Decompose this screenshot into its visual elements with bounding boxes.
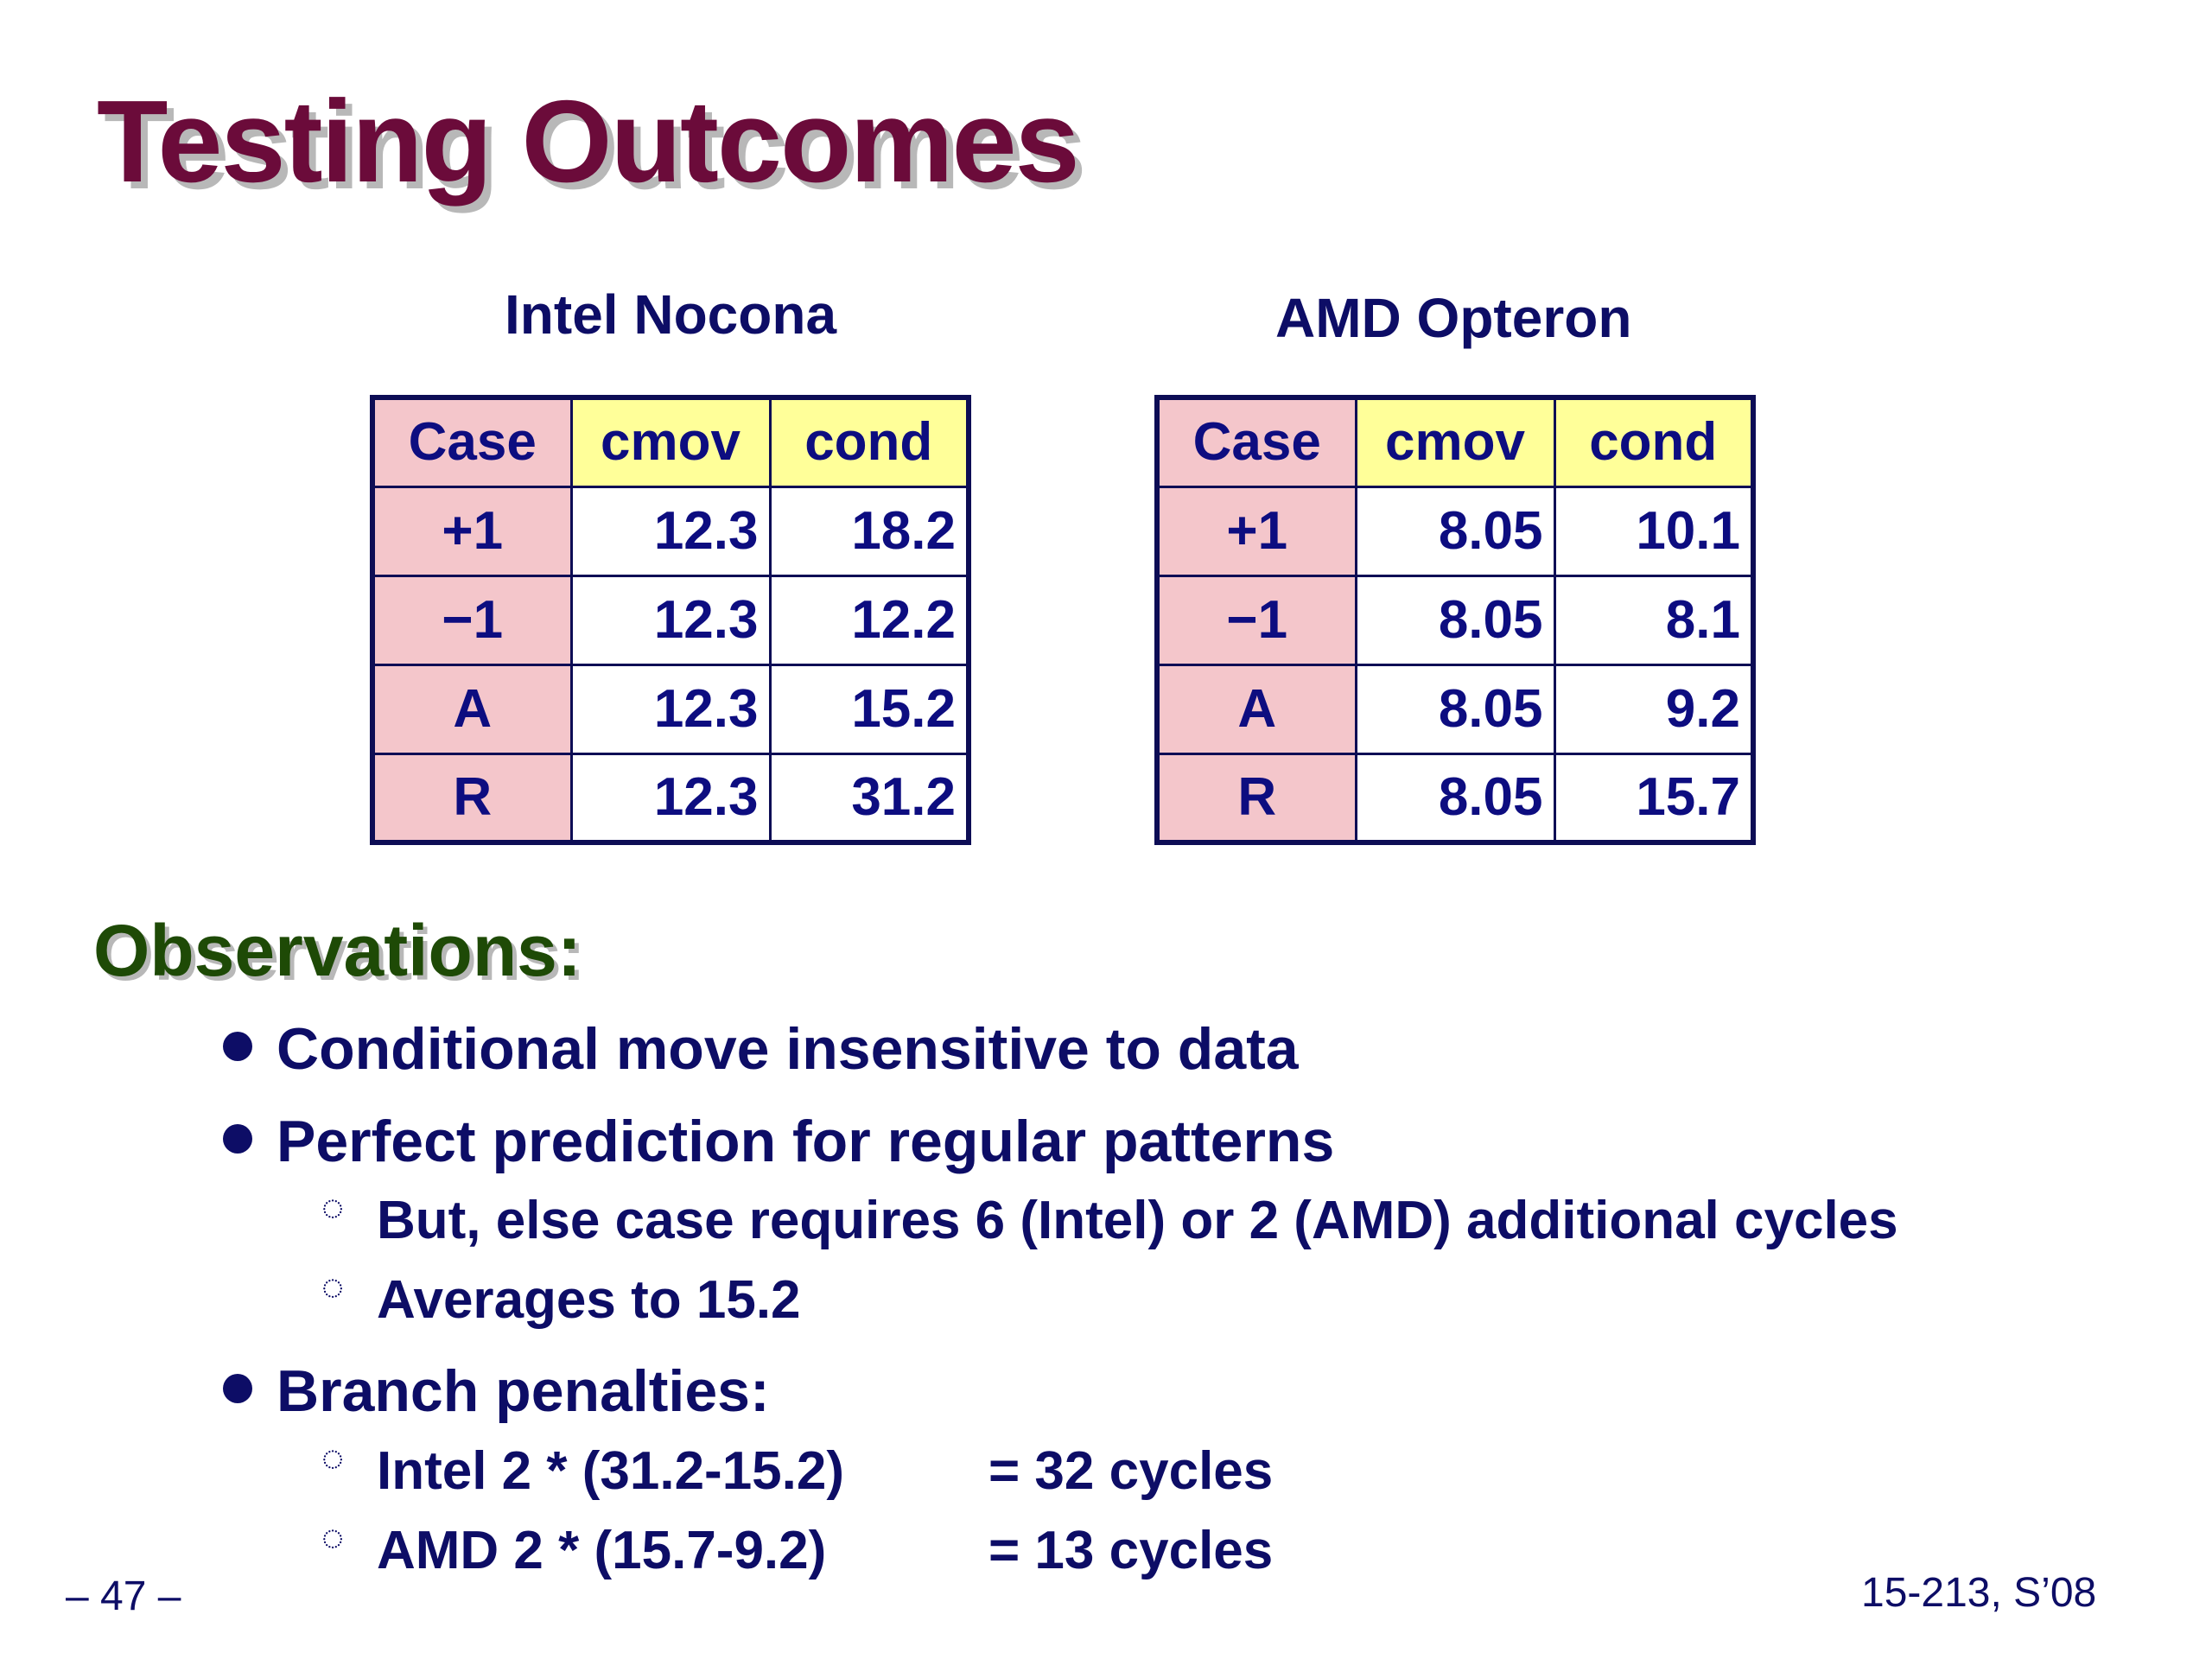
penalty-result: = 13 cycles — [988, 1521, 1274, 1580]
column-header-case: Case — [371, 396, 573, 488]
table-caption-amd: AMD Opteron — [1275, 287, 1632, 349]
bullet-text: Perfect prediction for regular patterns — [276, 1109, 1335, 1174]
cmov-cell: 8.05 — [1354, 663, 1556, 755]
table-caption-intel: Intel Nocona — [505, 283, 837, 346]
case-cell: +1 — [371, 485, 573, 577]
table-row: −1 8.05 8.1 — [1155, 574, 1755, 666]
cmov-cell: 8.05 — [1354, 574, 1556, 666]
cond-cell: 10.1 — [1553, 485, 1755, 577]
column-header-case: Case — [1155, 396, 1357, 488]
case-cell: R — [1155, 752, 1357, 844]
table-row: +1 12.3 18.2 — [371, 485, 970, 577]
bullet-item: Conditional move insensitive to data — [223, 1020, 1299, 1078]
case-cell: A — [371, 663, 573, 755]
penalty-result: = 32 cycles — [988, 1441, 1274, 1501]
column-header-cmov: cmov — [569, 396, 772, 488]
table-row: A 12.3 15.2 — [371, 663, 970, 755]
case-cell: R — [371, 752, 573, 844]
table-header-row: Case cmov cond — [371, 396, 970, 488]
course-label: 15-213, S’08 — [1861, 1570, 2097, 1616]
cmov-cell: 12.3 — [569, 485, 772, 577]
bullet-item: Perfect prediction for regular patterns — [223, 1112, 1334, 1171]
sub-bullet-item: ◌ But, else case requires 6 (Intel) or 2 … — [321, 1189, 1898, 1250]
cmov-cell: 12.3 — [569, 752, 772, 844]
sub-bullet-text: Averages to 15.2 — [377, 1270, 801, 1330]
bullet-item: Branch penalties: — [223, 1362, 770, 1421]
case-cell: −1 — [1155, 574, 1357, 666]
cond-cell: 18.2 — [768, 485, 970, 577]
cond-cell: 8.1 — [1553, 574, 1755, 666]
results-table-amd: Case cmov cond +1 8.05 10.1 −1 8.05 8.1 … — [1154, 395, 1756, 845]
open-circle-icon: ◌ — [321, 1516, 345, 1559]
bullet-text: Branch penalties: — [276, 1358, 770, 1424]
table-row: R 12.3 31.2 — [371, 752, 970, 844]
cond-cell: 15.7 — [1553, 752, 1755, 844]
column-header-cond: cond — [768, 396, 970, 488]
table-row: A 8.05 9.2 — [1155, 663, 1755, 755]
sub-bullet-item: ◌ Averages to 15.2 — [321, 1268, 801, 1327]
table-row: +1 8.05 10.1 — [1155, 485, 1755, 577]
table-row: −1 12.3 12.2 — [371, 574, 970, 666]
sub-bullet-item: ◌ AMD 2 * (15.7-9.2) = 13 cycles — [321, 1519, 1273, 1580]
cmov-cell: 8.05 — [1354, 752, 1556, 844]
table-row: R 8.05 15.7 — [1155, 752, 1755, 844]
open-circle-icon: ◌ — [321, 1266, 345, 1308]
cond-cell: 9.2 — [1553, 663, 1755, 755]
open-circle-icon: ◌ — [321, 1437, 345, 1479]
cond-cell: 31.2 — [768, 752, 970, 844]
penalty-expression: AMD 2 * (15.7-9.2) — [377, 1521, 827, 1580]
column-header-cond: cond — [1553, 396, 1755, 488]
case-cell: −1 — [371, 574, 573, 666]
bullet-dot-icon — [223, 1124, 252, 1154]
table-header-row: Case cmov cond — [1155, 396, 1755, 488]
cmov-cell: 12.3 — [569, 663, 772, 755]
open-circle-icon: ◌ — [321, 1186, 345, 1229]
bullet-dot-icon — [223, 1032, 252, 1062]
sub-bullet-item: ◌ Intel 2 * (31.2-15.2) = 32 cycles — [321, 1440, 1273, 1498]
observations-heading: Observations: — [93, 910, 582, 991]
sub-bullet-text: But, else case requires 6 (Intel) or 2 (… — [377, 1191, 1898, 1250]
slide-title: Testing Outcomes — [97, 76, 1080, 207]
results-table-intel: Case cmov cond +1 12.3 18.2 −1 12.3 12.2… — [370, 395, 971, 845]
penalty-expression: Intel 2 * (31.2-15.2) — [377, 1441, 845, 1501]
column-header-cmov: cmov — [1354, 396, 1556, 488]
bullet-text: Conditional move insensitive to data — [276, 1016, 1299, 1082]
cond-cell: 15.2 — [768, 663, 970, 755]
page-number: – 47 – — [66, 1573, 181, 1619]
cmov-cell: 8.05 — [1354, 485, 1556, 577]
cond-cell: 12.2 — [768, 574, 970, 666]
case-cell: +1 — [1155, 485, 1357, 577]
cmov-cell: 12.3 — [569, 574, 772, 666]
case-cell: A — [1155, 663, 1357, 755]
bullet-dot-icon — [223, 1374, 252, 1404]
